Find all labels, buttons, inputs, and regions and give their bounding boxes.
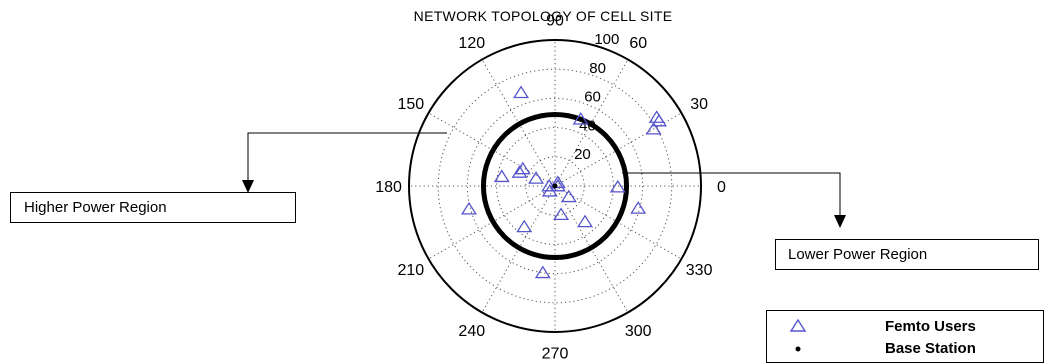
data-points bbox=[460, 85, 667, 279]
femto-user-point bbox=[511, 165, 528, 178]
femto-user-point bbox=[460, 201, 477, 215]
radial-tick-label-100: 100 bbox=[594, 31, 619, 48]
femto-user-point bbox=[609, 179, 626, 193]
femto-user-point bbox=[630, 201, 647, 214]
femto-user-point bbox=[528, 171, 545, 184]
higher-power-leader-line bbox=[247, 132, 447, 182]
angle-tick-label-270: 270 bbox=[542, 345, 569, 362]
femto-user-point bbox=[534, 265, 551, 279]
femto-user-point bbox=[553, 207, 570, 221]
radial-tick-label-40: 40 bbox=[579, 117, 596, 134]
chart-title: NETWORK TOPOLOGY OF CELL SITE bbox=[414, 8, 673, 24]
lower-power-region-text: Lower Power Region bbox=[788, 246, 928, 263]
lower-power-region-label: Lower Power Region bbox=[775, 239, 1039, 270]
angle-tick-label-60: 60 bbox=[629, 35, 647, 52]
power-boundary bbox=[480, 111, 630, 261]
base-station-point bbox=[552, 183, 558, 189]
angle-tick-label-0: 0 bbox=[717, 179, 726, 196]
femto-user-point bbox=[549, 175, 566, 189]
angle-tick-label-150: 150 bbox=[398, 96, 425, 113]
polar-grid bbox=[408, 39, 702, 333]
triangle-marker-icon bbox=[789, 318, 807, 332]
femto-user-point bbox=[516, 219, 533, 233]
legend-item-base-station: Base Station bbox=[767, 337, 1043, 359]
tick-labels: 0 30 60 90 120 150 180 210 240 270 300 330 20 40 60 80 1… bbox=[375, 13, 726, 363]
lower-power-leader-line bbox=[622, 172, 841, 217]
angle-tick-label-330: 330 bbox=[686, 262, 713, 279]
legend-label-base-station: Base Station bbox=[885, 340, 976, 357]
femto-user-point bbox=[651, 113, 667, 127]
dot-marker-icon bbox=[795, 346, 801, 352]
radial-tick-label-20: 20 bbox=[574, 146, 591, 163]
legend: Femto Users Base Station bbox=[766, 310, 1044, 363]
power-boundary-circle bbox=[480, 111, 630, 261]
outer-circle bbox=[408, 39, 702, 333]
annotation-arrows bbox=[242, 132, 846, 228]
angle-tick-label-180: 180 bbox=[375, 179, 402, 196]
radial-tick-label-80: 80 bbox=[589, 60, 606, 77]
radial-tick-label-60: 60 bbox=[584, 89, 601, 106]
grid-circle-20 bbox=[525, 156, 585, 216]
grid-circle-80 bbox=[437, 68, 673, 304]
grid-circle-60 bbox=[466, 97, 644, 275]
angle-tick-label-90: 90 bbox=[546, 13, 564, 30]
femto-user-point bbox=[645, 121, 662, 135]
femto-user-point bbox=[513, 85, 530, 99]
higher-power-region-text: Higher Power Region bbox=[24, 199, 167, 216]
legend-item-femto-users: Femto Users bbox=[767, 315, 1043, 337]
femto-user-point bbox=[514, 161, 531, 175]
lower-power-arrowhead bbox=[834, 215, 846, 228]
angle-tick-label-240: 240 bbox=[458, 323, 485, 340]
femto-user-point bbox=[572, 111, 589, 125]
angle-tick-label-30: 30 bbox=[690, 96, 708, 113]
femto-user-point bbox=[560, 189, 577, 203]
higher-power-arrowhead bbox=[242, 180, 254, 193]
angle-tick-label-210: 210 bbox=[398, 262, 425, 279]
angle-tick-label-120: 120 bbox=[458, 35, 485, 52]
femto-user-point bbox=[493, 169, 510, 183]
legend-label-femto-users: Femto Users bbox=[885, 318, 976, 335]
higher-power-region-label: Higher Power Region bbox=[10, 192, 296, 223]
femto-user-point bbox=[577, 214, 594, 228]
grid-circle-40 bbox=[496, 127, 614, 245]
angle-tick-label-300: 300 bbox=[625, 323, 652, 340]
